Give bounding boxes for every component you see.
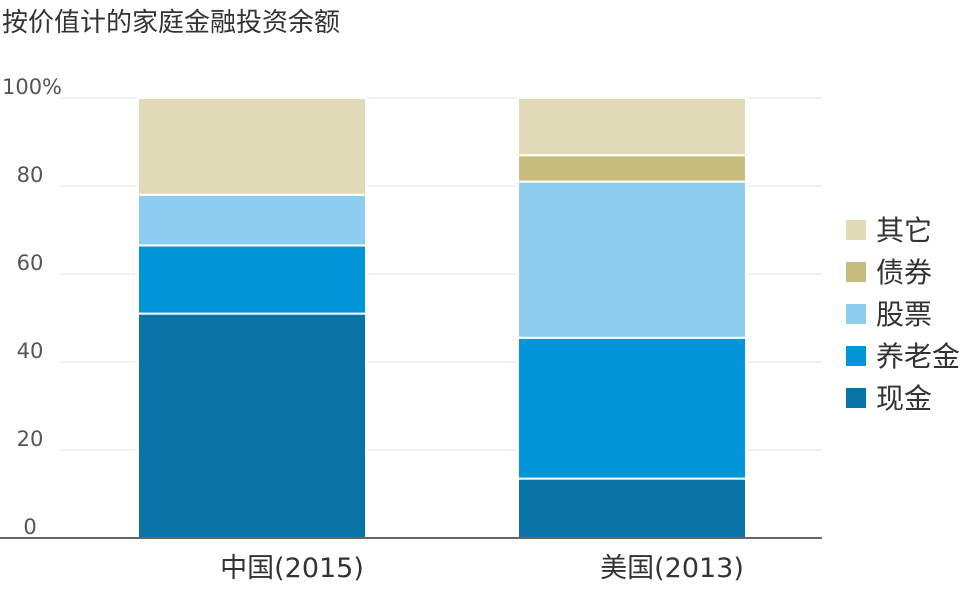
y-tick-labels: 0 20 40 60 80 100%	[2, 75, 62, 539]
legend-label: 股票	[876, 298, 932, 331]
category-label: 美国(2013)	[600, 553, 744, 584]
legend-label: 其它	[876, 214, 932, 247]
legend-swatch	[846, 220, 866, 240]
legend-label: 现金	[876, 382, 932, 415]
legend-swatch	[846, 388, 866, 408]
bar-segment	[137, 244, 367, 315]
bar-segment	[517, 97, 747, 157]
legend-label: 养老金	[876, 340, 960, 373]
chart-title: 按价值计的家庭金融投资余额	[2, 8, 341, 38]
bar-segment	[137, 312, 367, 539]
y-tick-label: 100%	[2, 75, 62, 99]
bars-layer	[137, 97, 747, 540]
y-tick-label: 60	[17, 251, 44, 275]
bar-segment	[517, 336, 747, 480]
legend-swatch	[846, 262, 866, 282]
y-tick-label: 80	[17, 163, 44, 187]
bar-segment	[517, 477, 747, 540]
legend-swatch	[846, 346, 866, 366]
bar-segment	[517, 180, 747, 339]
y-tick-label: 40	[17, 339, 44, 363]
bar-segment	[517, 154, 747, 183]
legend-swatch	[846, 304, 866, 324]
bar-segment	[137, 97, 367, 196]
category-label: 中国(2015)	[220, 553, 364, 584]
bar-segment	[137, 193, 367, 247]
y-tick-label: 20	[17, 427, 44, 451]
legend-label: 债券	[876, 256, 932, 289]
y-tick-label: 0	[23, 515, 36, 539]
category-labels: 中国(2015) 美国(2013)	[220, 553, 744, 584]
